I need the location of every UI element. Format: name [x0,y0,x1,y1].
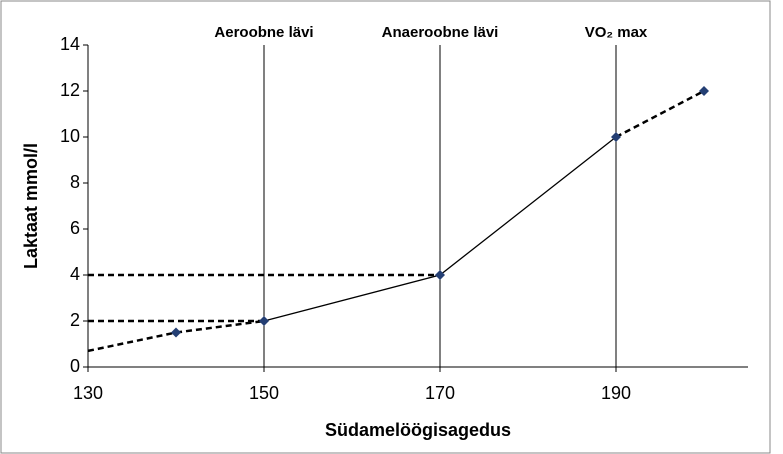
marker [611,132,621,142]
x-tick-label: 130 [73,383,103,403]
x-tick-label: 170 [425,383,455,403]
y-tick-label: 6 [70,218,80,238]
marker [699,86,709,96]
reference-label: VO₂ max [585,24,648,41]
y-tick-label: 14 [60,34,80,54]
x-axis-label: Südamelöögisagedus [325,420,511,440]
y-tick-label: 12 [60,80,80,100]
y-tick-label: 8 [70,172,80,192]
marker [259,316,269,326]
x-tick-label: 150 [249,383,279,403]
y-tick-label: 4 [70,264,80,284]
x-tick-label: 190 [601,383,631,403]
line [615,89,705,139]
y-tick-label: 0 [70,356,80,376]
reference-label: Aeroobne lävi [214,24,313,41]
y-tick-label: 10 [60,126,80,146]
y-axis-label: Laktaat mmol/l [21,143,41,269]
y-tick-label: 2 [70,310,80,330]
marker [435,270,445,280]
marker [171,327,181,338]
reference-label: Anaeroobne lävi [382,24,499,41]
